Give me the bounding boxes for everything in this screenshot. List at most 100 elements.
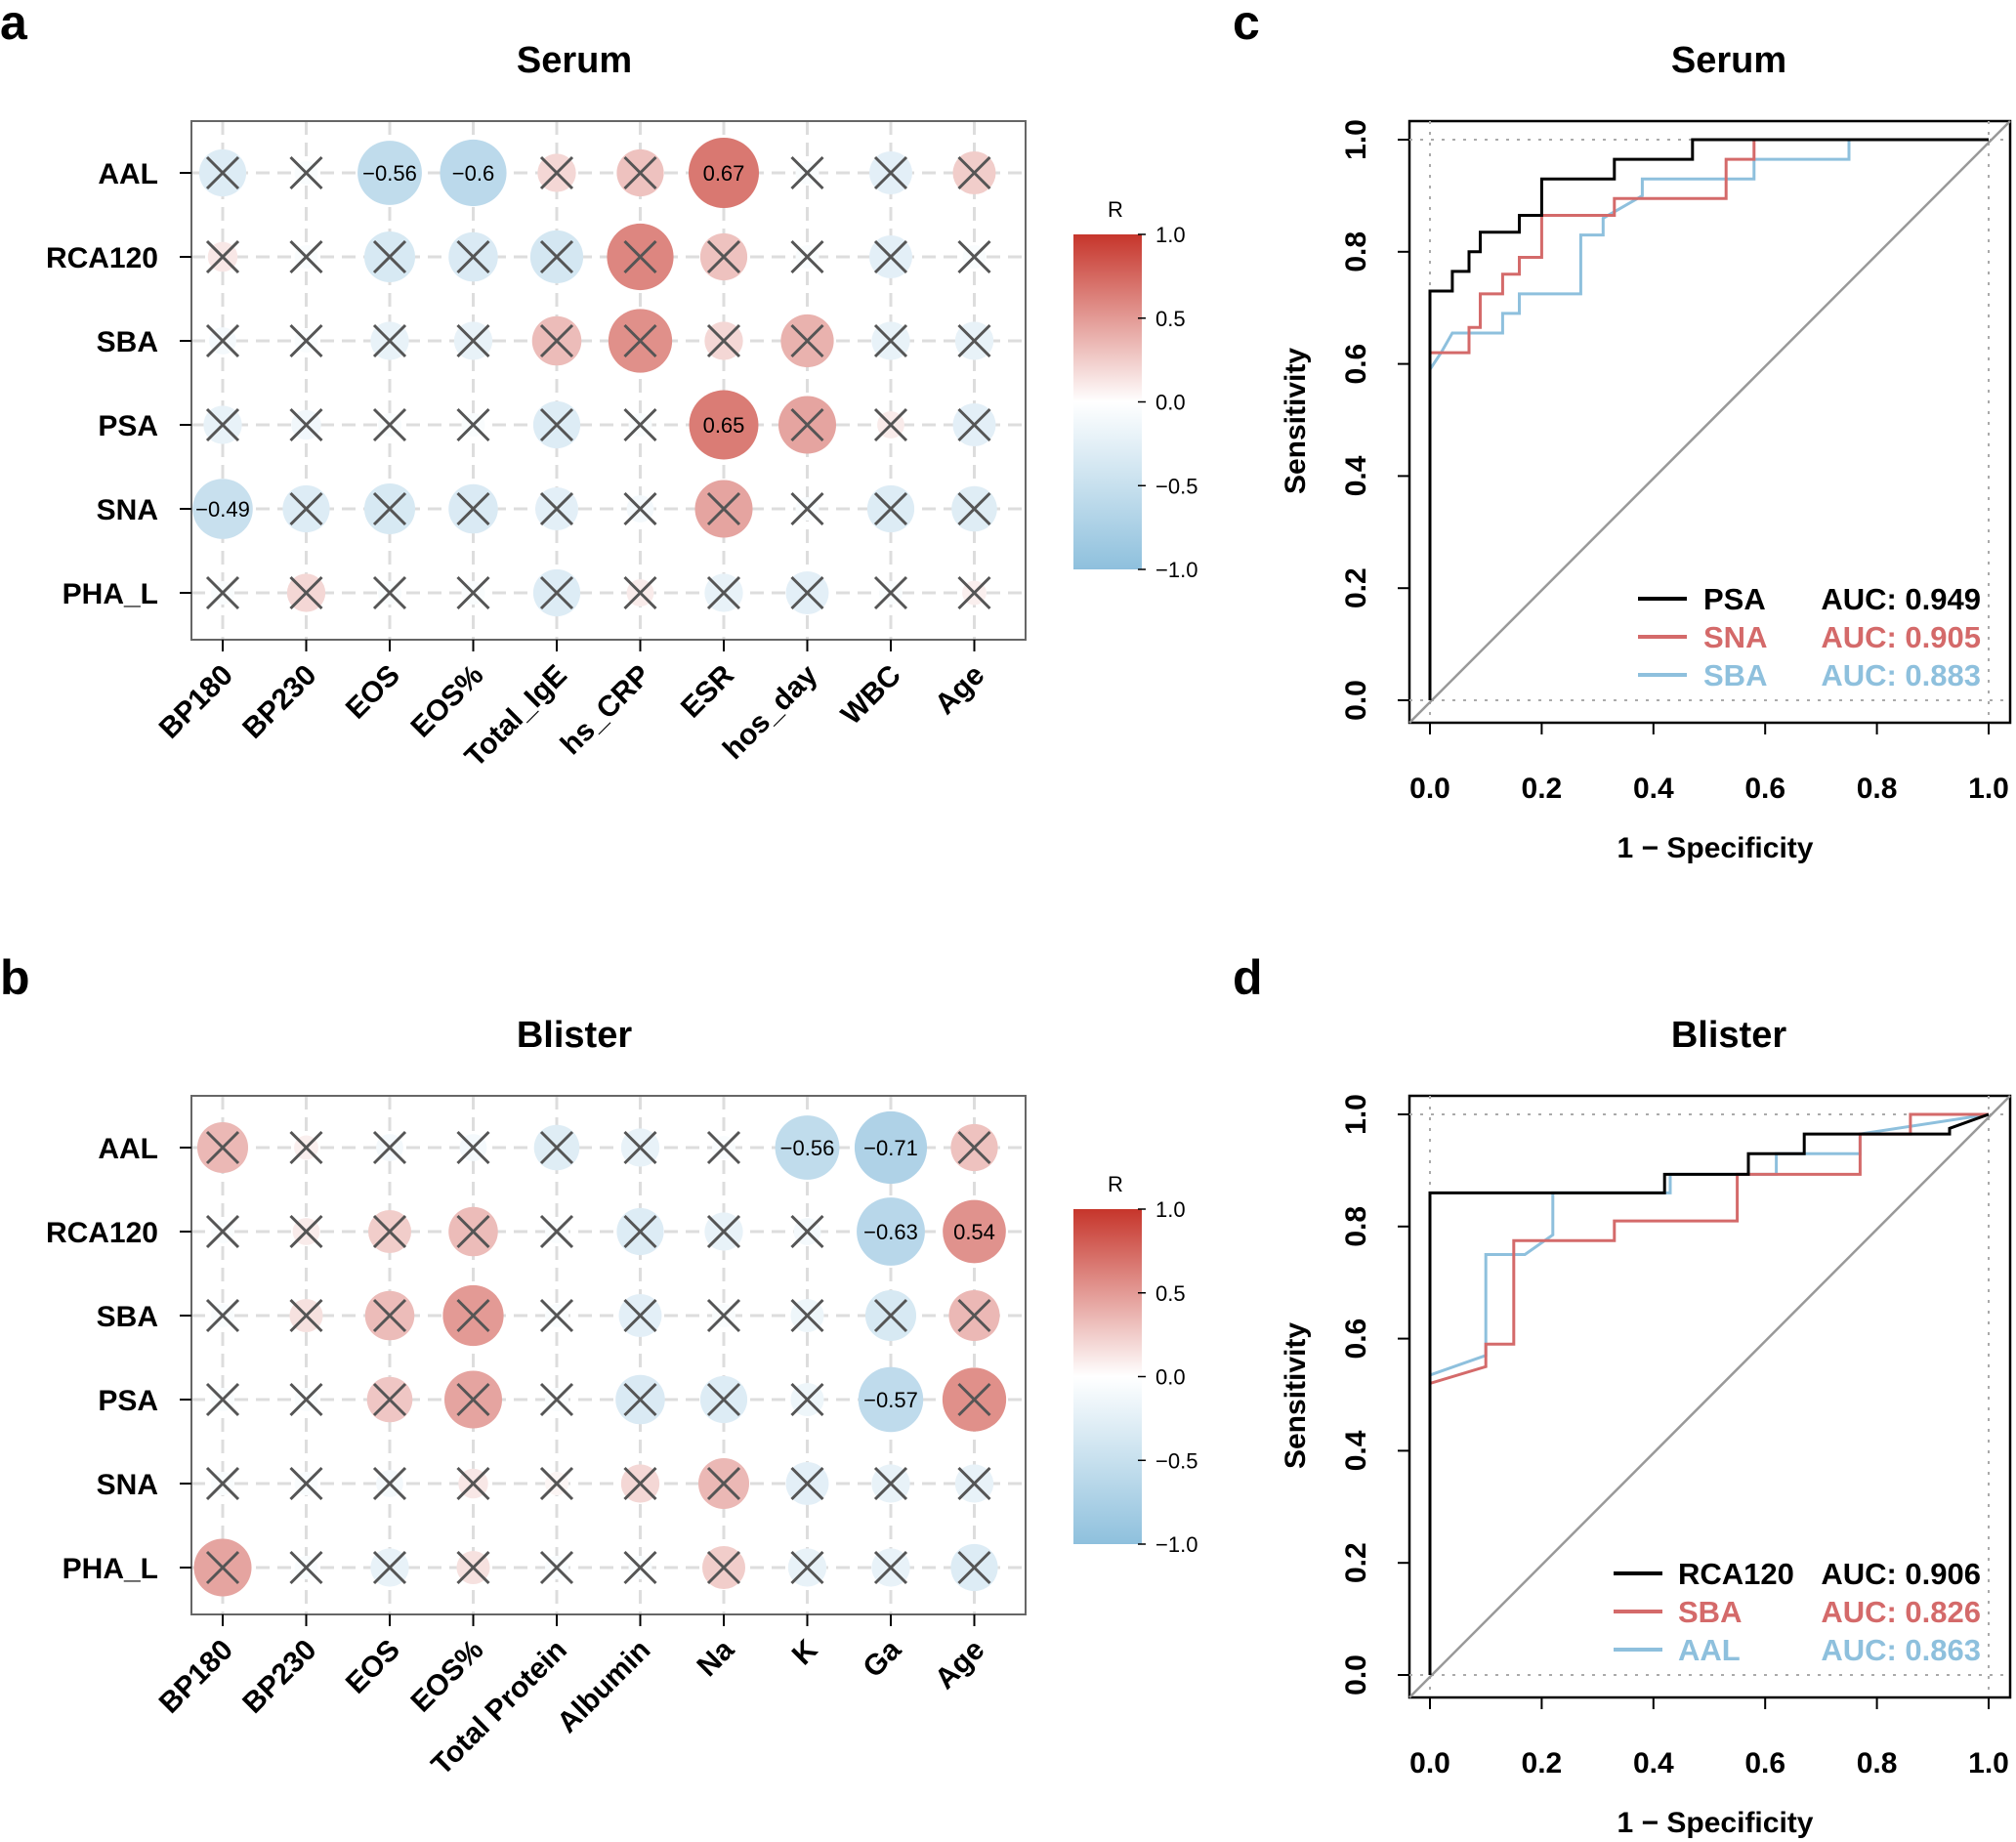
correlation-circle — [775, 1115, 840, 1180]
x-tick-label: 0.6 — [1744, 773, 1785, 805]
nonsignificant-cross — [706, 323, 741, 358]
nonsignificant-cross — [623, 323, 657, 358]
heatmap-frame — [190, 1095, 1027, 1615]
row-label: SNA — [97, 1469, 158, 1501]
colorbar-tick-label: −1.0 — [1155, 1532, 1197, 1557]
x-axis-label: 1 − Specificity — [1617, 832, 1814, 864]
nonsignificant-cross — [623, 1550, 657, 1585]
nonsignificant-cross — [539, 1550, 574, 1585]
nonsignificant-cross — [372, 575, 407, 610]
nonsignificant-cross — [539, 239, 574, 274]
nonsignificant-cross — [205, 1550, 240, 1585]
colorbar-tick-label: −0.5 — [1155, 1448, 1197, 1473]
nonsignificant-cross — [289, 1466, 323, 1501]
nonsignificant-cross — [957, 1298, 991, 1333]
legend-auc: AUC: 0.863 — [1821, 1633, 1981, 1667]
correlation-circle — [688, 137, 760, 209]
nonsignificant-cross — [623, 491, 657, 526]
y-tick-label: 0.0 — [1340, 680, 1372, 721]
nonsignificant-cross — [289, 239, 323, 274]
nonsignificant-cross — [539, 1382, 574, 1417]
nonsignificant-cross — [539, 1298, 574, 1333]
colorbar — [1073, 1209, 1142, 1544]
roc-blister: Blister 0.0 0.2 0.4 0.6 0.8 1.0 0.0 0.2 0.4 0.6 0.8… — [1280, 1015, 2012, 1839]
nonsignificant-cross — [372, 491, 407, 526]
nonsignificant-cross — [873, 1550, 908, 1585]
x-axis-label: 1 − Specificity — [1617, 1807, 1814, 1839]
panel-label-c: c — [1233, 0, 1260, 50]
row-label: PHA_L — [63, 578, 158, 610]
nonsignificant-cross — [957, 155, 991, 190]
nonsignificant-cross — [539, 155, 574, 190]
nonsignificant-cross — [372, 1130, 407, 1165]
colorbar-tick-label: 0.5 — [1155, 307, 1186, 331]
correlation-value-label: 0.65 — [703, 413, 745, 438]
nonsignificant-cross — [456, 1214, 490, 1249]
row-label: PSA — [98, 1385, 158, 1417]
nonsignificant-cross — [790, 155, 824, 190]
row-label: SBA — [97, 326, 158, 358]
nonsignificant-cross — [706, 1298, 741, 1333]
nonsignificant-cross — [706, 1214, 741, 1249]
y-tick-label: 0.0 — [1340, 1654, 1372, 1695]
correlation-value-label: −0.57 — [863, 1388, 918, 1412]
column-label: Age — [929, 659, 990, 721]
column-label: Albumin — [551, 1634, 656, 1739]
column-label: BP180 — [153, 659, 239, 745]
nonsignificant-cross — [790, 1382, 824, 1417]
nonsignificant-cross — [205, 1298, 240, 1333]
y-tick-label: 0.4 — [1340, 455, 1372, 496]
nonsignificant-cross — [456, 239, 490, 274]
nonsignificant-cross — [456, 491, 490, 526]
nonsignificant-cross — [873, 1466, 908, 1501]
panel-label-a: a — [0, 0, 28, 50]
nonsignificant-cross — [539, 323, 574, 358]
colorbar-tick-label: −0.5 — [1155, 474, 1197, 498]
column-label: Ga — [857, 1633, 907, 1684]
y-tick-label: 0.6 — [1340, 344, 1372, 385]
row-label: RCA120 — [46, 1217, 158, 1249]
nonsignificant-cross — [623, 1466, 657, 1501]
nonsignificant-cross — [372, 1214, 407, 1249]
nonsignificant-cross — [205, 1382, 240, 1417]
nonsignificant-cross — [873, 239, 908, 274]
correlation-value-label: 0.54 — [953, 1220, 995, 1244]
correlation-circle — [357, 141, 422, 205]
nonsignificant-cross — [456, 407, 490, 442]
legend-name: PSA — [1703, 582, 1766, 616]
legend-auc: AUC: 0.906 — [1821, 1557, 1981, 1591]
y-axis-label: Sensitivity — [1280, 348, 1312, 494]
nonsignificant-cross — [873, 323, 908, 358]
roc-title: Blister — [1671, 1015, 1786, 1056]
colorbar — [1073, 234, 1142, 569]
legend-auc: AUC: 0.949 — [1821, 582, 1981, 616]
column-label: ESR — [675, 658, 740, 724]
column-label: BP230 — [236, 659, 322, 745]
roc-frame — [1407, 1094, 2012, 1699]
nonsignificant-cross — [623, 1382, 657, 1417]
nonsignificant-cross — [205, 239, 240, 274]
nonsignificant-cross — [372, 1298, 407, 1333]
nonsignificant-cross — [790, 1550, 824, 1585]
heatmap-serum: Serum −0.56 −0.6 0.67 0.65 −0.49 AAL RCA120 SBA P… — [46, 40, 1198, 774]
nonsignificant-cross — [456, 1382, 490, 1417]
colorbar-tick-label: −1.0 — [1155, 558, 1197, 582]
correlation-value-label: −0.49 — [195, 497, 250, 522]
nonsignificant-cross — [539, 1130, 574, 1165]
x-tick-label: 1.0 — [1968, 1747, 2009, 1779]
y-tick-label: 1.0 — [1340, 119, 1372, 160]
column-label: EOS — [340, 1634, 406, 1700]
x-tick-label: 0.8 — [1857, 773, 1898, 805]
correlation-circle — [857, 1197, 925, 1266]
nonsignificant-cross — [790, 1466, 824, 1501]
nonsignificant-cross — [289, 575, 323, 610]
nonsignificant-cross — [289, 1214, 323, 1249]
legend-name: SNA — [1703, 620, 1767, 654]
nonsignificant-cross — [289, 1130, 323, 1165]
nonsignificant-cross — [957, 239, 991, 274]
x-tick-label: 0.2 — [1522, 773, 1563, 805]
roc-title: Serum — [1671, 40, 1786, 81]
colorbar-title: R — [1108, 1172, 1123, 1196]
y-tick-label: 0.8 — [1340, 1206, 1372, 1247]
nonsignificant-cross — [372, 239, 407, 274]
